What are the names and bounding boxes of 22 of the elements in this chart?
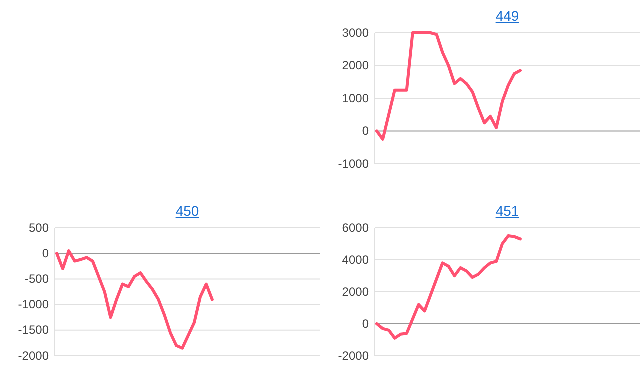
line-series: [376, 234, 522, 340]
y-tick-label: 2000: [342, 284, 370, 299]
line-series: [56, 250, 214, 350]
chart-title: 450: [176, 203, 200, 219]
y-tick-label: 4000: [342, 252, 370, 267]
chart-title: 449: [496, 8, 520, 24]
y-tick-label: 500: [28, 220, 50, 235]
y-tick-label: -2000: [338, 348, 370, 363]
y-tick-label: 6000: [342, 220, 370, 235]
y-tick-label: -500: [24, 272, 50, 286]
y-tick-label: -1000: [18, 298, 50, 312]
y-tick-label: 3000: [342, 26, 370, 40]
y-tick-label: -1500: [18, 323, 50, 338]
y-tick-label: 2000: [342, 58, 370, 73]
y-tick-label: -1000: [338, 156, 370, 171]
y-tick-label: 0: [362, 316, 370, 331]
y-tick-label: 0: [42, 246, 50, 260]
y-tick-label: 0: [362, 124, 370, 138]
line-series: [376, 32, 522, 141]
y-tick-label: -2000: [18, 348, 50, 363]
chart-title: 451: [496, 203, 520, 219]
y-tick-label: 1000: [342, 91, 370, 106]
